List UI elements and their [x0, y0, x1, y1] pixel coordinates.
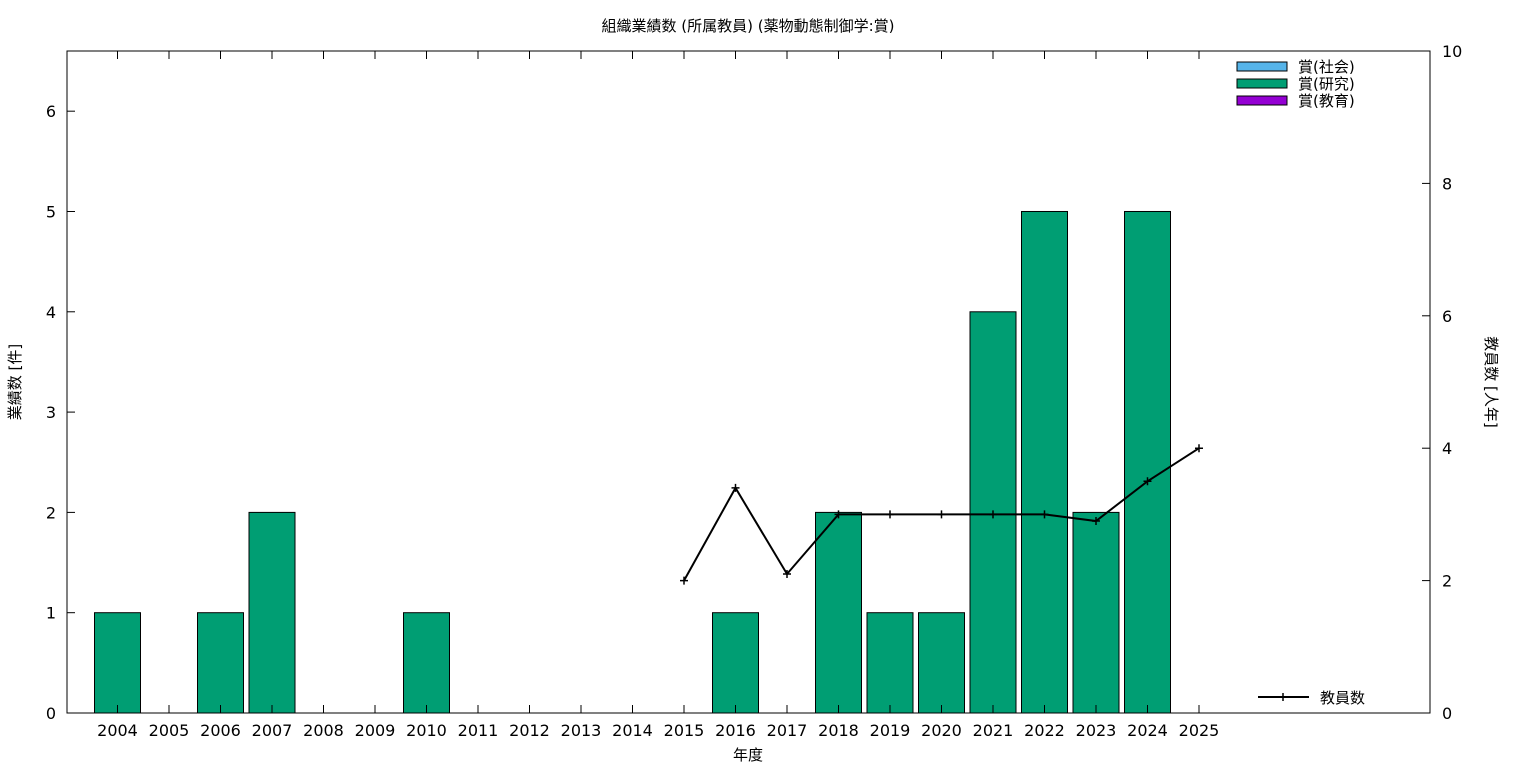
y2-tick-label: 4 [1442, 439, 1452, 458]
faculty-count-point [937, 510, 946, 519]
y-axis-label: 業績数 [件] [6, 344, 24, 420]
bar-2023 [1072, 511, 1120, 714]
faculty-count-point [783, 569, 791, 578]
x-tick-label: 2019 [870, 721, 911, 740]
legend-line-marker [1279, 693, 1287, 701]
legend-line-label: 教員数 [1320, 689, 1365, 707]
x-tick-label: 2005 [149, 721, 190, 740]
x-axis-label: 年度 [733, 746, 763, 764]
faculty-count-point [1040, 510, 1049, 519]
legend-swatch [1236, 61, 1288, 72]
x-tick-label: 2007 [252, 721, 293, 740]
bar-2020 [918, 612, 965, 714]
faculty-count-point [680, 576, 688, 585]
y2-tick-label: 6 [1442, 307, 1452, 326]
faculty-count-point [1092, 517, 1100, 526]
x-tick-label: 2022 [1024, 721, 1065, 740]
x-tick-label: 2011 [458, 721, 499, 740]
bar-2010 [403, 612, 450, 714]
line-layer [680, 444, 1203, 585]
x-tick-label: 2018 [818, 721, 859, 740]
faculty-count-point [834, 510, 843, 519]
x-tick-label: 2010 [406, 721, 447, 740]
y-tick-label: 5 [46, 202, 56, 221]
x-tick-label: 2024 [1127, 721, 1168, 740]
y-tick-label: 3 [46, 403, 56, 422]
ticks-layer: 0 1 2 3 4 5 6 0 2 4 6 8 10 2004 2005 2006 2007 2008 2009 20… [46, 42, 1463, 740]
legend-swatch [1236, 95, 1288, 106]
y2-tick-label: 2 [1442, 572, 1452, 591]
faculty-count-point [1195, 444, 1203, 453]
y-tick-label: 2 [46, 503, 56, 522]
x-tick-label: 2006 [200, 721, 241, 740]
x-tick-label: 2012 [509, 721, 550, 740]
faculty-count-point [1143, 477, 1152, 486]
chart-title: 組織業績数 (所属教員) (薬物動態制御学:賞) [602, 17, 895, 35]
y-tick-label: 0 [46, 704, 56, 723]
bars-layer [94, 210, 1171, 714]
faculty-count-point [886, 510, 894, 519]
bar-2019 [866, 612, 914, 714]
x-tick-label: 2004 [97, 721, 138, 740]
legend-swatch [1236, 78, 1288, 89]
y-tick-label: 6 [46, 102, 56, 121]
x-tick-label: 2009 [355, 721, 396, 740]
legend-label: 賞(社会) [1298, 58, 1355, 76]
bar-2024 [1124, 210, 1171, 714]
legend-label: 賞(教育) [1298, 92, 1355, 110]
y2-tick-label: 0 [1442, 704, 1452, 723]
y2-tick-label: 8 [1442, 174, 1452, 193]
bar-2006 [197, 612, 244, 714]
x-tick-label: 2008 [303, 721, 344, 740]
x-tick-label: 2025 [1179, 721, 1220, 740]
bar-2004 [94, 612, 141, 714]
bar-2018 [815, 511, 862, 714]
x-tick-label: 2013 [561, 721, 602, 740]
legend: 賞(社会)賞(研究)賞(教育) 教員数 [1236, 58, 1365, 707]
bar-2016 [712, 612, 759, 714]
bar-2007 [248, 511, 296, 714]
x-tick-label: 2016 [715, 721, 756, 740]
y2-tick-label: 10 [1442, 42, 1462, 61]
x-tick-label: 2023 [1076, 721, 1117, 740]
plot-frame [66, 50, 1431, 714]
x-tick-label: 2014 [612, 721, 653, 740]
y-tick-label: 1 [46, 604, 56, 623]
x-tick-label: 2015 [664, 721, 705, 740]
faculty-count-point [731, 483, 740, 492]
legend-label: 賞(研究) [1298, 75, 1355, 93]
x-tick-label: 2017 [767, 721, 808, 740]
y2-axis-label: 教員数 [人年] [1482, 336, 1500, 427]
x-tick-label: 2021 [973, 721, 1014, 740]
faculty-count-point [989, 510, 997, 519]
y-tick-label: 4 [46, 303, 56, 322]
bar-2022 [1021, 210, 1068, 714]
x-tick-label: 2020 [921, 721, 962, 740]
